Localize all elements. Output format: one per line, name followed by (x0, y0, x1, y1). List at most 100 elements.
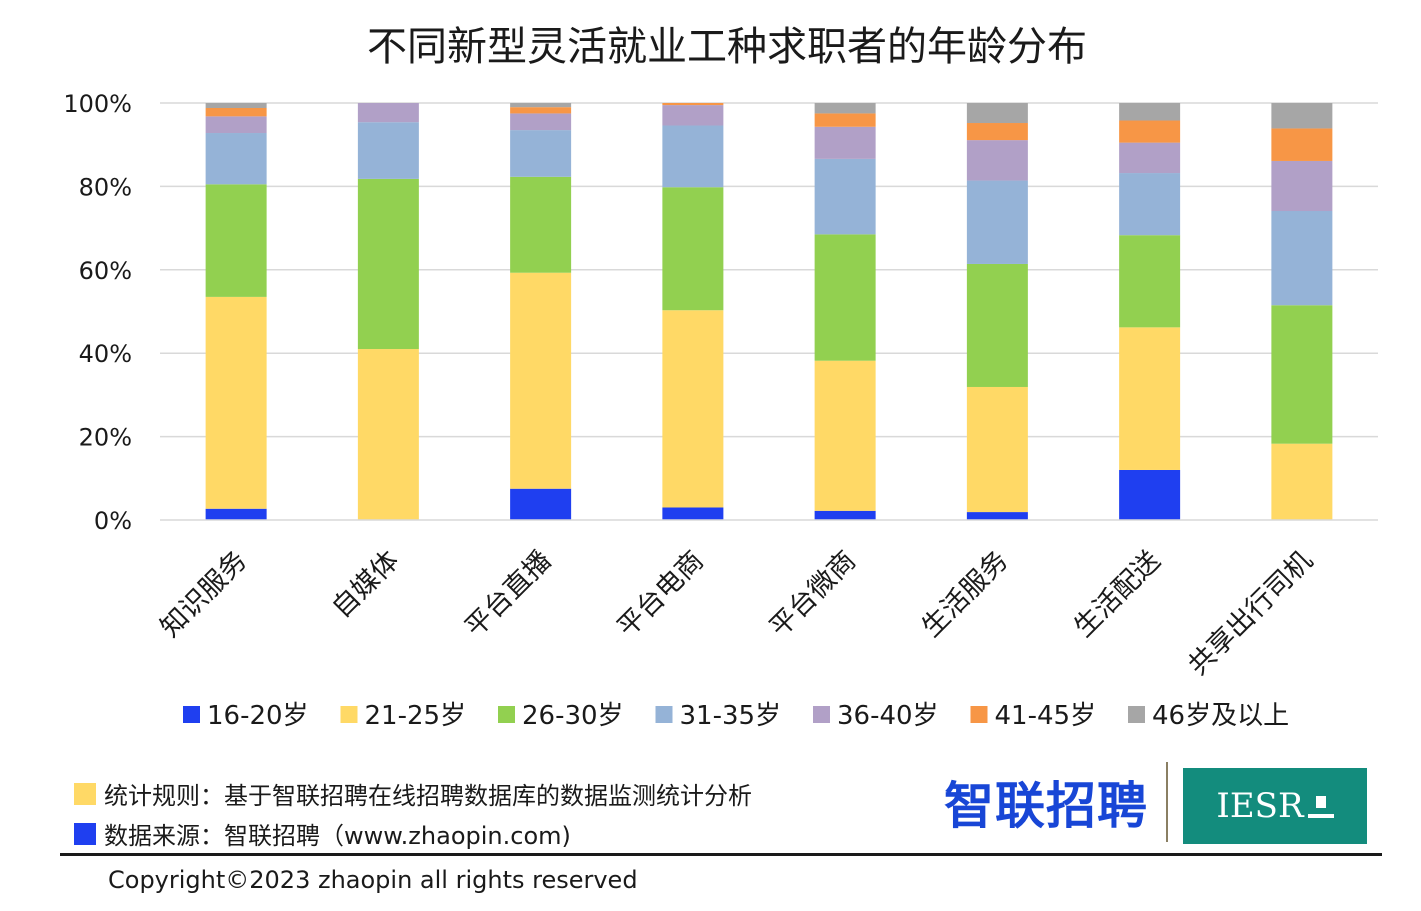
source-note: 数据来源：智联招聘（www.zhaopin.com) (74, 816, 571, 851)
bar-segment (1119, 120, 1181, 143)
legend-label: 41-45岁 (995, 701, 1097, 731)
gridlines (160, 102, 1378, 438)
footer-divider (60, 853, 1382, 856)
logo-divider (1166, 762, 1168, 842)
bar-segment (966, 180, 1028, 264)
legend-label: 36-40岁 (837, 701, 939, 731)
legend-label: 21-25岁 (365, 701, 467, 731)
y-tick-label: 20% (79, 424, 132, 452)
y-tick-label: 100% (63, 90, 132, 118)
legend-swatch (813, 706, 830, 723)
x-tick-label: 平台直播 (459, 545, 557, 643)
x-tick-label: 生活服务 (916, 545, 1014, 643)
bar-segment (814, 113, 876, 127)
bar-segment (510, 113, 572, 131)
bar-segment (205, 108, 267, 117)
bar-segment (662, 103, 724, 106)
bar-segment (966, 263, 1028, 387)
bar-segment (662, 310, 724, 508)
iesr-logo-text: IESR (1216, 786, 1304, 826)
legend-label: 46岁及以上 (1152, 701, 1289, 731)
legend-swatch (970, 706, 988, 723)
y-tick-label: 60% (79, 257, 132, 285)
copyright-text: Copyright©2023 zhaopin all rights reserv… (108, 866, 638, 894)
bar-segment (1119, 235, 1181, 328)
ship-icon (1307, 794, 1334, 818)
source-note-text: 数据来源：智联招聘（www.zhaopin.com) (104, 822, 571, 850)
bar-segment (510, 272, 572, 489)
bar-segment (662, 125, 724, 188)
bar-segment (1271, 211, 1333, 306)
x-tick-label: 共享出行司机 (1182, 545, 1318, 681)
legend: 16-20岁 21-25岁 26-30岁 31-35岁 36-40岁 41-45岁 46岁及… (183, 701, 1289, 731)
bar-segment (510, 176, 572, 273)
x-tick-label: 生活配送 (1068, 545, 1166, 643)
source-note-swatch (74, 822, 96, 845)
rule-note-text: 统计规则：基于智联招聘在线招聘数据库的数据监测统计分析 (104, 782, 752, 810)
bar-segment (1119, 103, 1181, 121)
bar-segment (966, 123, 1028, 141)
bar-segment (510, 488, 572, 520)
bar-segment (662, 105, 724, 126)
legend-swatch (498, 706, 515, 723)
bar-segment (662, 187, 724, 311)
y-tick-label: 80% (79, 173, 132, 201)
bar-segment (966, 386, 1028, 513)
bar-segment (205, 116, 267, 134)
bar-segment (205, 296, 267, 509)
bar-segment (966, 512, 1028, 520)
bar-segment (357, 103, 419, 123)
bar-segment (1119, 327, 1181, 470)
legend-swatch (655, 706, 673, 723)
bar-segment (814, 360, 876, 511)
x-tick-label: 自媒体 (326, 545, 405, 624)
bar-segment (814, 234, 876, 361)
bar-segment (1271, 305, 1333, 444)
bar-segment (1119, 469, 1181, 520)
legend-label: 16-20岁 (207, 701, 309, 731)
legend-label: 31-35岁 (680, 701, 782, 731)
bar-segment (966, 103, 1028, 124)
bar-segment (1271, 443, 1333, 520)
bar-segment (966, 140, 1028, 181)
bar-segment (1119, 142, 1181, 174)
legend-label: 26-30岁 (522, 701, 624, 731)
y-axis-ticks: 0% 20% 40% 60% 80% 100% (63, 90, 132, 535)
rule-note: 统计规则：基于智联招聘在线招聘数据库的数据监测统计分析 (74, 776, 752, 811)
bar-segment (814, 103, 876, 114)
legend-swatch (340, 706, 358, 723)
x-tick-label: 平台微商 (764, 545, 862, 643)
bar-segment (1119, 173, 1181, 236)
y-tick-label: 40% (79, 340, 132, 368)
legend-swatch (1128, 706, 1145, 723)
bar-segment (510, 130, 572, 177)
y-tick-label: 0% (94, 507, 132, 535)
bar-segment (205, 508, 267, 520)
bar-segment (1271, 128, 1333, 161)
zhaopin-logo: 智联招聘 (944, 777, 1148, 835)
bar-segment (205, 133, 267, 185)
legend-swatch (183, 706, 200, 723)
stacked-bar-chart: 不同新型灵活就业工种求职者的年龄分布 0% 20% 40% 60% 80% 100% 知识… (63, 24, 1378, 731)
x-tick-label: 知识服务 (155, 545, 253, 643)
bar-segment (510, 103, 572, 108)
bar-segment (205, 184, 267, 297)
bar-segment (357, 349, 419, 520)
bars (205, 103, 1333, 520)
bar-segment (662, 507, 724, 520)
bar-segment (1271, 160, 1333, 212)
bar-segment (814, 158, 876, 235)
bar-segment (814, 510, 876, 520)
x-tick-label: 平台电商 (612, 545, 710, 643)
bar-segment (205, 103, 267, 109)
x-axis-labels: 知识服务 自媒体 平台直播 平台电商 平台微商 生活服务 生活配送 共享出行司机 (155, 545, 1319, 681)
chart-title: 不同新型灵活就业工种求职者的年龄分布 (367, 24, 1087, 70)
bar-segment (357, 122, 419, 179)
bar-segment (1271, 103, 1333, 129)
bar-segment (510, 107, 572, 114)
bar-segment (814, 126, 876, 159)
bar-segment (357, 178, 419, 350)
rule-note-swatch (74, 782, 96, 805)
iesr-logo: IESR (1183, 768, 1367, 844)
